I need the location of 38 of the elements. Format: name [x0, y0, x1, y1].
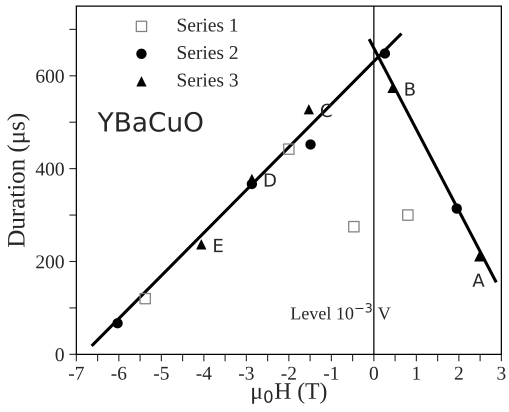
point [304, 104, 314, 114]
x-tick-label: -5 [154, 366, 169, 380]
annotation: E [214, 238, 223, 252]
point [348, 220, 360, 232]
x-tick-label: 1 [413, 366, 420, 380]
point [283, 143, 295, 155]
point [305, 139, 316, 150]
annotation: D [264, 173, 276, 187]
y-tick-label: 600 [36, 70, 64, 83]
y-tick-label: 200 [36, 255, 64, 268]
x-tick-label: 3 [497, 366, 506, 380]
annotation: YBaCuO [98, 112, 202, 132]
point [474, 251, 484, 262]
annotation: Level 10$^{−3}$ V [290, 303, 391, 320]
point [196, 239, 206, 250]
point [112, 318, 123, 328]
x-axis-title: μ$_{0}$H (T) [252, 382, 326, 404]
legend-label: Series 1 [178, 18, 238, 32]
x-tick-label: -6 [111, 366, 126, 380]
legend-label: Series 3 [178, 74, 238, 87]
point [139, 292, 151, 304]
legend-label: Series 2 [178, 46, 238, 60]
annotation: A [472, 274, 485, 287]
x-tick-label: 0 [370, 366, 378, 380]
x-tick-label: -7 [68, 366, 84, 380]
point [246, 174, 258, 184]
x-tick-label: -2 [281, 366, 296, 380]
x-tick-label: -1 [324, 366, 338, 380]
x-tick-label: 2 [454, 366, 463, 380]
point [452, 203, 462, 214]
y-tick-label: 400 [36, 162, 64, 176]
y-tick-label: 0 [56, 348, 64, 362]
point [380, 48, 390, 59]
x-tick-label: -3 [238, 366, 254, 380]
point [402, 209, 414, 221]
x-tick-label: -4 [196, 366, 212, 380]
annotation: B [405, 82, 415, 96]
y-axis-title: Duration (μs) [7, 114, 30, 247]
